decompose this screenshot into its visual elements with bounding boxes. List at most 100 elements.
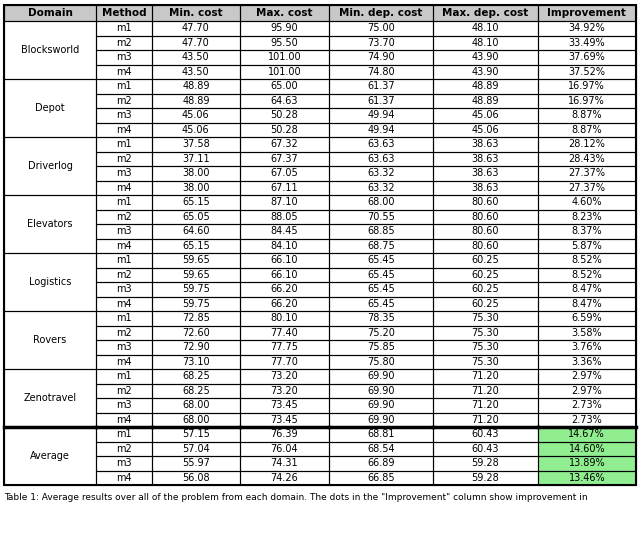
Text: 61.37: 61.37 <box>367 81 395 91</box>
Text: 28.12%: 28.12% <box>568 139 605 150</box>
Bar <box>433 180 538 195</box>
Bar <box>152 21 240 35</box>
Bar <box>240 311 328 325</box>
Bar <box>328 21 433 35</box>
Text: 28.43%: 28.43% <box>568 154 605 164</box>
Bar <box>538 35 636 50</box>
Bar <box>328 64 433 79</box>
Bar <box>538 137 636 152</box>
Text: 2.73%: 2.73% <box>572 415 602 424</box>
Bar <box>538 441 636 456</box>
Text: 66.20: 66.20 <box>271 298 298 309</box>
Text: 27.37%: 27.37% <box>568 183 605 193</box>
Bar <box>152 398 240 413</box>
Bar <box>96 137 152 152</box>
Bar <box>96 398 152 413</box>
Text: Method: Method <box>102 8 146 18</box>
Text: 55.97: 55.97 <box>182 458 210 468</box>
Text: 66.20: 66.20 <box>271 284 298 294</box>
Bar <box>433 456 538 470</box>
Bar <box>240 470 328 485</box>
Bar <box>96 325 152 340</box>
Text: Max. cost: Max. cost <box>256 8 312 18</box>
Text: Driverlog: Driverlog <box>28 161 72 171</box>
Text: m4: m4 <box>116 357 132 367</box>
Bar <box>328 166 433 180</box>
Bar <box>433 195 538 209</box>
Bar <box>152 340 240 354</box>
Bar <box>96 253 152 268</box>
Bar <box>328 209 433 224</box>
Text: 38.63: 38.63 <box>472 139 499 150</box>
Text: Blocksworld: Blocksworld <box>21 45 79 55</box>
Text: 49.94: 49.94 <box>367 125 395 135</box>
Text: 48.10: 48.10 <box>472 38 499 48</box>
Text: 13.89%: 13.89% <box>568 458 605 468</box>
Text: Logistics: Logistics <box>29 277 71 287</box>
Bar <box>96 340 152 354</box>
Bar <box>538 456 636 470</box>
Text: 74.90: 74.90 <box>367 52 395 62</box>
Bar <box>240 5 328 21</box>
Bar <box>96 50 152 64</box>
Text: 27.37%: 27.37% <box>568 168 605 178</box>
Bar <box>96 441 152 456</box>
Bar <box>328 325 433 340</box>
Bar <box>96 123 152 137</box>
Bar <box>152 64 240 79</box>
Bar <box>538 427 636 441</box>
Bar <box>328 94 433 108</box>
Bar <box>433 311 538 325</box>
Bar <box>240 108 328 123</box>
Bar <box>4 369 96 427</box>
Text: 8.37%: 8.37% <box>572 226 602 236</box>
Text: 71.20: 71.20 <box>472 371 499 381</box>
Bar <box>4 311 96 369</box>
Text: 37.58: 37.58 <box>182 139 210 150</box>
Text: 68.25: 68.25 <box>182 371 210 381</box>
Bar <box>538 413 636 427</box>
Text: m2: m2 <box>116 96 132 106</box>
Text: 16.97%: 16.97% <box>568 96 605 106</box>
Bar <box>433 413 538 427</box>
Bar <box>96 180 152 195</box>
Bar <box>328 123 433 137</box>
Bar <box>152 311 240 325</box>
Text: m1: m1 <box>116 24 132 33</box>
Text: m1: m1 <box>116 371 132 381</box>
Text: 37.11: 37.11 <box>182 154 210 164</box>
Text: 87.10: 87.10 <box>271 197 298 207</box>
Bar <box>538 470 636 485</box>
Bar <box>152 108 240 123</box>
Text: m4: m4 <box>116 183 132 193</box>
Text: 38.63: 38.63 <box>472 183 499 193</box>
Text: 60.43: 60.43 <box>472 444 499 454</box>
Bar <box>152 35 240 50</box>
Bar <box>538 21 636 35</box>
Bar <box>538 253 636 268</box>
Text: Elevators: Elevators <box>28 219 73 229</box>
Text: 77.70: 77.70 <box>271 357 298 367</box>
Text: m2: m2 <box>116 386 132 396</box>
Text: 8.87%: 8.87% <box>572 110 602 120</box>
Bar <box>240 427 328 441</box>
Text: 71.20: 71.20 <box>472 415 499 424</box>
Bar <box>152 166 240 180</box>
Text: 45.06: 45.06 <box>182 110 210 120</box>
Text: 84.10: 84.10 <box>271 241 298 251</box>
Bar <box>328 427 433 441</box>
Text: 16.97%: 16.97% <box>568 81 605 91</box>
Text: 48.89: 48.89 <box>472 81 499 91</box>
Text: m4: m4 <box>116 241 132 251</box>
Bar <box>328 384 433 398</box>
Text: 2.97%: 2.97% <box>572 371 602 381</box>
Text: Rovers: Rovers <box>33 335 67 345</box>
Text: 47.70: 47.70 <box>182 24 210 33</box>
Text: 43.90: 43.90 <box>472 67 499 77</box>
Bar <box>4 5 636 485</box>
Text: 68.25: 68.25 <box>182 386 210 396</box>
Bar <box>240 152 328 166</box>
Text: 3.58%: 3.58% <box>572 328 602 338</box>
Bar <box>328 224 433 239</box>
Bar <box>96 354 152 369</box>
